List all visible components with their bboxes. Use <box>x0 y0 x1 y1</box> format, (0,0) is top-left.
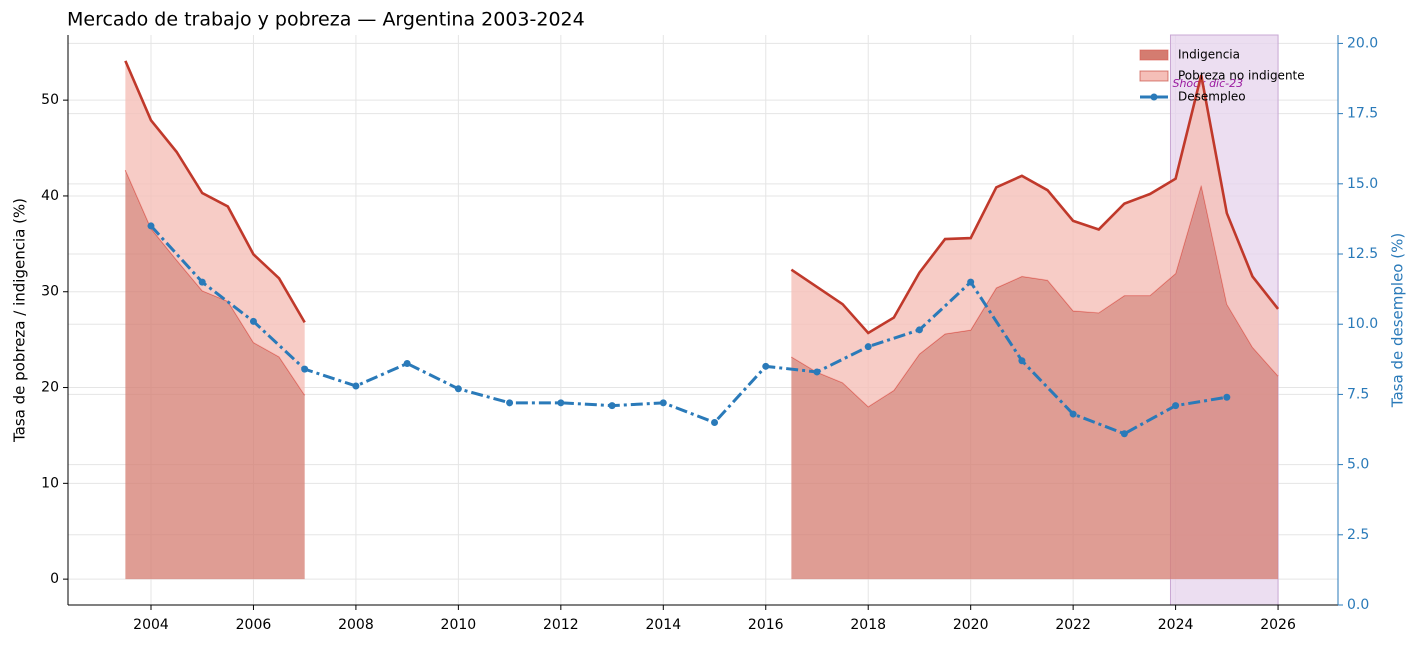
point <box>711 418 719 426</box>
legend-label: Desempleo <box>1178 90 1246 104</box>
span-label: Shock dic-23 <box>1172 77 1243 90</box>
point <box>1120 430 1128 438</box>
y2-tick-label: 17.5 <box>1347 106 1378 122</box>
legend-marker <box>1150 93 1158 101</box>
y-tick-label: 30 <box>41 284 59 300</box>
point <box>147 222 155 230</box>
x-tick-label: 2022 <box>1055 617 1091 633</box>
y2-tick-label: 15.0 <box>1347 176 1378 192</box>
y2-tick-label: 5.0 <box>1347 457 1369 473</box>
line <box>149 224 1228 436</box>
point <box>608 402 616 410</box>
point <box>198 278 206 286</box>
point <box>659 399 667 407</box>
point <box>1172 402 1180 410</box>
legend-swatch <box>1139 49 1169 61</box>
x-tick-label: 2010 <box>441 617 477 633</box>
point <box>1223 393 1231 401</box>
x-tick-label: 2004 <box>133 617 169 633</box>
area <box>125 170 1279 580</box>
x-tick-label: 2018 <box>850 617 886 633</box>
y2-tick-label: 2.5 <box>1347 527 1369 543</box>
x-tick-label: 2014 <box>645 617 681 633</box>
point <box>915 326 923 334</box>
point <box>813 368 821 376</box>
area <box>125 60 1279 407</box>
legend-label: Pobreza no indigente <box>1178 69 1305 83</box>
y-tick-label: 20 <box>41 380 59 396</box>
y2-tick-label: 20.0 <box>1347 35 1378 51</box>
point <box>1069 410 1077 418</box>
point <box>249 317 257 325</box>
y-axis-label: Tasa de pobreza / indigencia (%) <box>11 198 29 443</box>
y-tick-label: 50 <box>41 92 59 108</box>
point <box>967 278 975 286</box>
point <box>454 385 462 393</box>
y2-axis-label: Tasa de desempleo (%) <box>1389 233 1407 408</box>
point <box>1018 357 1026 365</box>
x-tick-label: 2008 <box>338 617 374 633</box>
point <box>403 360 411 368</box>
y-tick-label: 40 <box>41 188 59 204</box>
y2-tick-label: 10.0 <box>1347 316 1378 332</box>
point <box>301 365 309 373</box>
area-edge <box>124 60 1280 335</box>
y2-tick-label: 0.0 <box>1347 597 1369 613</box>
x-tick-label: 2026 <box>1260 617 1296 633</box>
legend-label: Indigencia <box>1178 48 1240 62</box>
point <box>762 362 770 370</box>
y2-tick-label: 7.5 <box>1347 386 1369 402</box>
x-tick-label: 2016 <box>748 617 784 633</box>
y-tick-label: 10 <box>41 475 59 491</box>
y-tick-label: 0 <box>50 571 59 587</box>
chart-title: Mercado de trabajo y pobreza — Argentina… <box>67 9 585 31</box>
y2-tick-label: 12.5 <box>1347 246 1378 262</box>
point <box>557 399 565 407</box>
x-tick-label: 2020 <box>953 617 989 633</box>
x-tick-label: 2024 <box>1158 617 1194 633</box>
x-tick-label: 2006 <box>236 617 272 633</box>
point <box>506 399 514 407</box>
legend-swatch <box>1139 70 1169 82</box>
x-tick-label: 2012 <box>543 617 579 633</box>
point <box>864 343 872 351</box>
point <box>352 382 360 390</box>
